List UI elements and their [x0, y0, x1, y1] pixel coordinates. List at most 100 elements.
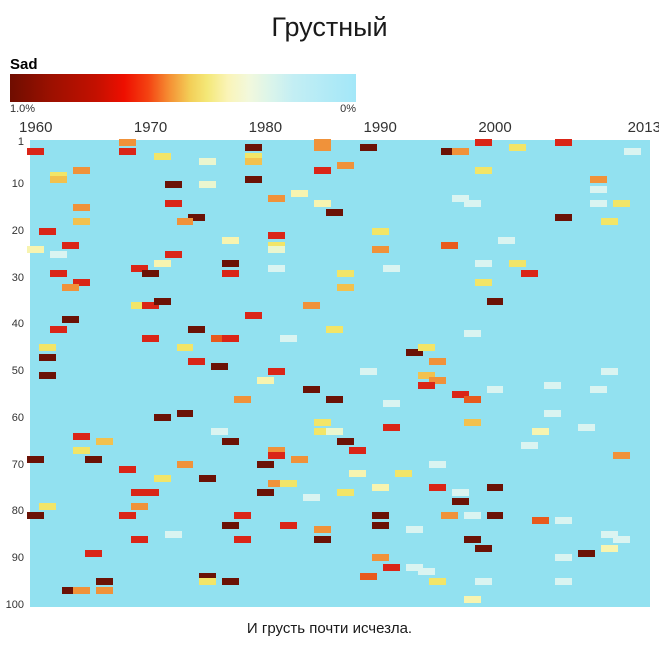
heatmap-cell: [383, 264, 401, 272]
heatmap-cell: [371, 246, 389, 254]
heatmap-cell: [142, 489, 160, 497]
heatmap-cell: [612, 535, 630, 543]
heatmap-cell: [84, 549, 102, 557]
heatmap-cell: [601, 545, 619, 553]
heatmap-cell: [84, 456, 102, 464]
heatmap-cell: [475, 278, 492, 286]
heatmap-cell: [222, 236, 240, 244]
heatmap-cell: [268, 447, 286, 455]
y-axis-tick-label: 70: [11, 458, 24, 471]
heatmap-cell: [452, 498, 470, 506]
heatmap-cell: [187, 325, 205, 333]
y-axis-tick-label: 10: [11, 178, 24, 191]
heatmap-cell: [429, 484, 447, 492]
figure-caption: И грусть почти исчезла.: [246, 620, 413, 637]
y-axis: 1 10 20 30 40 50 60 70 80 90 100: [0, 136, 26, 610]
heatmap-cell: [337, 269, 355, 277]
heatmap-cell: [429, 377, 447, 384]
heatmap-cell: [153, 297, 171, 305]
heatmap-cell: [27, 512, 45, 520]
heatmap-cell: [314, 166, 332, 174]
heatmap-cell: [73, 278, 91, 286]
heatmap-cell: [279, 479, 297, 487]
heatmap-cell: [222, 437, 240, 445]
heatmap-cell: [165, 180, 182, 188]
heatmap-cell: [222, 577, 240, 585]
heatmap-cell: [61, 241, 79, 249]
heatmap-cell: [601, 218, 619, 226]
heatmap-cell: [520, 442, 538, 450]
heatmap-cell: [176, 344, 194, 352]
heatmap-cell: [452, 391, 470, 398]
y-axis-tick-label: 60: [11, 411, 24, 424]
heatmap-cell: [555, 138, 573, 146]
heatmap-cell: [509, 260, 527, 268]
heatmap-cell: [406, 348, 424, 356]
heatmap-cell: [383, 563, 401, 571]
heatmap-cell: [452, 489, 470, 497]
heatmap-cell: [165, 199, 182, 207]
heatmap-cell: [543, 409, 561, 417]
heatmap-cell: [463, 330, 481, 338]
heatmap-cell: [417, 381, 435, 389]
heatmap-cell: [486, 386, 504, 394]
heatmap-cell: [555, 517, 573, 525]
heatmap-cell: [463, 512, 481, 520]
heatmap-cell: [406, 563, 424, 571]
heatmap-cell: [589, 176, 607, 184]
heatmap-cell: [486, 484, 504, 492]
heatmap-cell: [279, 521, 297, 529]
heatmap-cell: [371, 484, 389, 492]
y-axis-tick-label: 80: [11, 505, 24, 518]
heatmap-cell: [199, 577, 217, 585]
y-axis-tick-label: 40: [11, 318, 24, 331]
heatmap-cell: [417, 568, 435, 576]
heatmap-cell: [429, 577, 447, 585]
y-axis-tick-label: 100: [5, 598, 24, 611]
heatmap-cell: [314, 199, 332, 207]
heatmap-cell: [73, 447, 91, 455]
heatmap-cell: [337, 437, 355, 445]
heatmap-cell: [268, 241, 286, 249]
heatmap-cell: [130, 489, 148, 497]
heatmap-cell: [153, 152, 171, 160]
heatmap-cell: [27, 246, 45, 254]
heatmap-cell: [417, 372, 435, 380]
heatmap-cell: [130, 264, 148, 272]
heatmap-cell: [199, 573, 217, 581]
heatmap-cell: [142, 302, 160, 310]
heatmap-cell: [119, 138, 137, 146]
heatmap-cell: [509, 143, 527, 151]
heatmap-cell: [452, 194, 470, 202]
legend-gradient-bar: [10, 74, 356, 102]
heatmap-cell: [50, 176, 68, 184]
heatmap-cell: [245, 157, 263, 165]
heatmap-cell: [233, 535, 251, 543]
heatmap-cell: [463, 419, 481, 427]
heatmap-cell: [38, 227, 56, 235]
heatmap-cell: [61, 283, 79, 291]
heatmap-cell: [73, 433, 91, 441]
heatmap-cell: [601, 531, 619, 539]
heatmap-cell: [210, 362, 228, 370]
heatmap-cell: [245, 152, 263, 160]
heatmap-cell: [371, 554, 389, 562]
heatmap-cell: [199, 475, 217, 483]
heatmap-cell: [325, 325, 343, 333]
y-axis-tick-label: 1: [17, 136, 24, 149]
heatmap-cell: [475, 138, 492, 146]
heatmap-cell: [268, 194, 286, 202]
heatmap-cell: [165, 531, 182, 539]
heatmap-cell: [130, 302, 148, 310]
y-axis-tick-label: 90: [11, 551, 24, 564]
heatmap-cell: [153, 414, 171, 422]
heatmap-cell: [268, 246, 286, 254]
heatmap-cell: [337, 162, 355, 170]
heatmap-cell: [486, 297, 504, 305]
heatmap-cell: [406, 526, 424, 534]
heatmap-cell: [291, 456, 309, 464]
heatmap-cell: [417, 344, 435, 352]
heatmap-cell: [61, 316, 79, 324]
heatmap-cell: [440, 148, 458, 156]
heatmap-cell: [222, 334, 240, 342]
